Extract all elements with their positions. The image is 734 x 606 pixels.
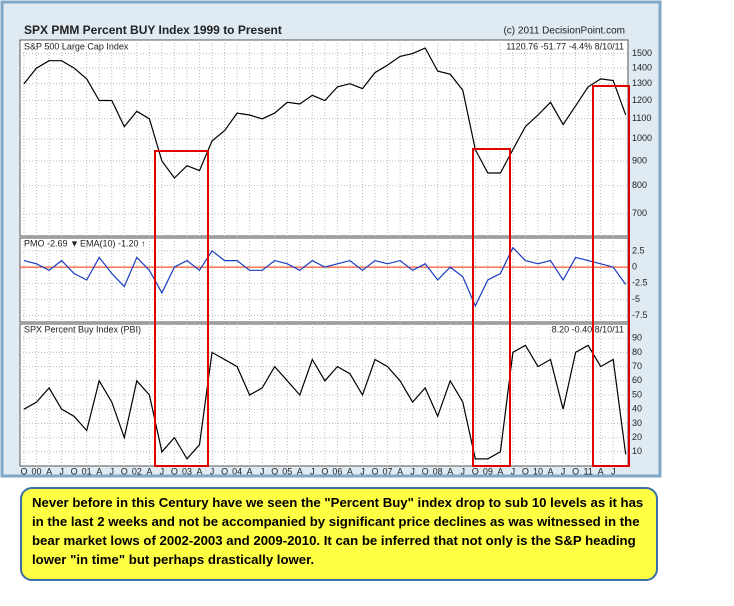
highlight-box — [154, 150, 209, 467]
x-tick-label: O — [372, 466, 379, 476]
legend-pmo: PMO -2.69 ▼ — [24, 238, 79, 248]
series-line — [23, 47, 627, 179]
x-tick-label: A — [46, 466, 52, 476]
x-tick-label: A — [247, 466, 253, 476]
y-tick-label: 70 — [632, 361, 642, 371]
x-tick-label: A — [347, 466, 353, 476]
x-tick-label: 10 — [533, 466, 543, 476]
x-tick-label: 06 — [332, 466, 342, 476]
x-tick-label: O — [121, 466, 128, 476]
legend-ema: EMA(10) -1.20 ↑ — [80, 238, 146, 248]
x-tick-label: O — [271, 466, 278, 476]
x-tick-label: J — [561, 466, 566, 476]
x-tick-label: O — [522, 466, 529, 476]
x-tick-label: A — [297, 466, 303, 476]
x-tick-label: 07 — [383, 466, 393, 476]
x-tick-label: O — [171, 466, 178, 476]
y-tick-label: 60 — [632, 375, 642, 385]
caption: Never before in this Century have we see… — [20, 487, 658, 581]
credit: (c) 2011 DecisionPoint.com — [503, 26, 625, 37]
x-tick-label: J — [110, 466, 115, 476]
x-tick-label: 05 — [282, 466, 292, 476]
y-tick-label: 30 — [632, 418, 642, 428]
x-tick-label: O — [71, 466, 78, 476]
x-tick-label: J — [410, 466, 415, 476]
y-tick-label: 1400 — [632, 62, 652, 72]
panel-title: SPX Percent Buy Index (PBI) — [24, 324, 141, 334]
chart: SPX PMM Percent BUY Index 1999 to Presen… — [0, 0, 662, 478]
x-tick-label: A — [497, 466, 503, 476]
last-label: 1120.76 -51.77 -4.4% 8/10/11 — [506, 41, 624, 51]
x-tick-label: J — [310, 466, 315, 476]
y-tick-label: 20 — [632, 432, 642, 442]
y-tick-label: 1300 — [632, 78, 652, 88]
x-tick-label: J — [160, 466, 165, 476]
x-tick-label: A — [598, 466, 604, 476]
chart-title: SPX PMM Percent BUY Index 1999 to Presen… — [24, 23, 282, 37]
x-tick-label: J — [260, 466, 265, 476]
y-tick-label: -7.5 — [632, 310, 648, 320]
x-tick-label: 08 — [433, 466, 443, 476]
x-tick-label: O — [20, 466, 27, 476]
highlight-box — [472, 148, 511, 467]
x-tick-label: J — [210, 466, 215, 476]
x-tick-label: J — [461, 466, 466, 476]
x-tick-label: A — [397, 466, 403, 476]
subtitle: S&P 500 Large Cap Index — [24, 41, 129, 51]
panel — [19, 39, 629, 237]
series-line — [23, 246, 627, 308]
y-tick-label: -5 — [632, 294, 640, 304]
y-tick-label: 1000 — [632, 133, 652, 143]
x-tick-label: O — [221, 466, 228, 476]
x-tick-label: 04 — [232, 466, 242, 476]
y-tick-label: 10 — [632, 446, 642, 456]
x-tick-label: J — [59, 466, 64, 476]
last-label: 8.20 -0.40 8/10/11 — [552, 324, 624, 334]
y-tick-label: 80 — [632, 347, 642, 357]
x-tick-label: 03 — [182, 466, 192, 476]
x-tick-label: 09 — [483, 466, 493, 476]
y-tick-label: 1100 — [632, 113, 651, 123]
y-tick-label: 90 — [632, 333, 642, 343]
y-tick-label: 40 — [632, 404, 642, 414]
x-tick-label: A — [196, 466, 202, 476]
x-tick-label: 02 — [132, 466, 142, 476]
x-tick-label: O — [422, 466, 429, 476]
panel — [19, 237, 629, 323]
x-tick-label: A — [96, 466, 102, 476]
y-tick-label: 700 — [632, 208, 647, 218]
y-tick-label: 800 — [632, 180, 647, 190]
x-tick-label: A — [146, 466, 152, 476]
y-tick-label: 1500 — [632, 48, 652, 58]
x-tick-label: J — [511, 466, 516, 476]
x-tick-label: A — [548, 466, 554, 476]
x-tick-label: A — [447, 466, 453, 476]
x-tick-label: J — [360, 466, 365, 476]
y-tick-label: 50 — [632, 389, 642, 399]
x-tick-label: 11 — [583, 466, 592, 476]
y-tick-label: 1200 — [632, 95, 652, 105]
y-tick-label: 900 — [632, 155, 647, 165]
x-tick-label: O — [321, 466, 328, 476]
highlight-box — [592, 85, 630, 467]
x-tick-label: J — [611, 466, 616, 476]
y-tick-label: 2.5 — [632, 245, 645, 255]
x-tick-label: O — [472, 466, 479, 476]
x-tick-label: O — [572, 466, 579, 476]
y-tick-label: 0 — [632, 261, 637, 271]
x-tick-label: 00 — [32, 466, 42, 476]
series-line — [23, 344, 627, 460]
x-tick-label: 01 — [82, 466, 92, 476]
y-tick-label: -2.5 — [632, 278, 648, 288]
